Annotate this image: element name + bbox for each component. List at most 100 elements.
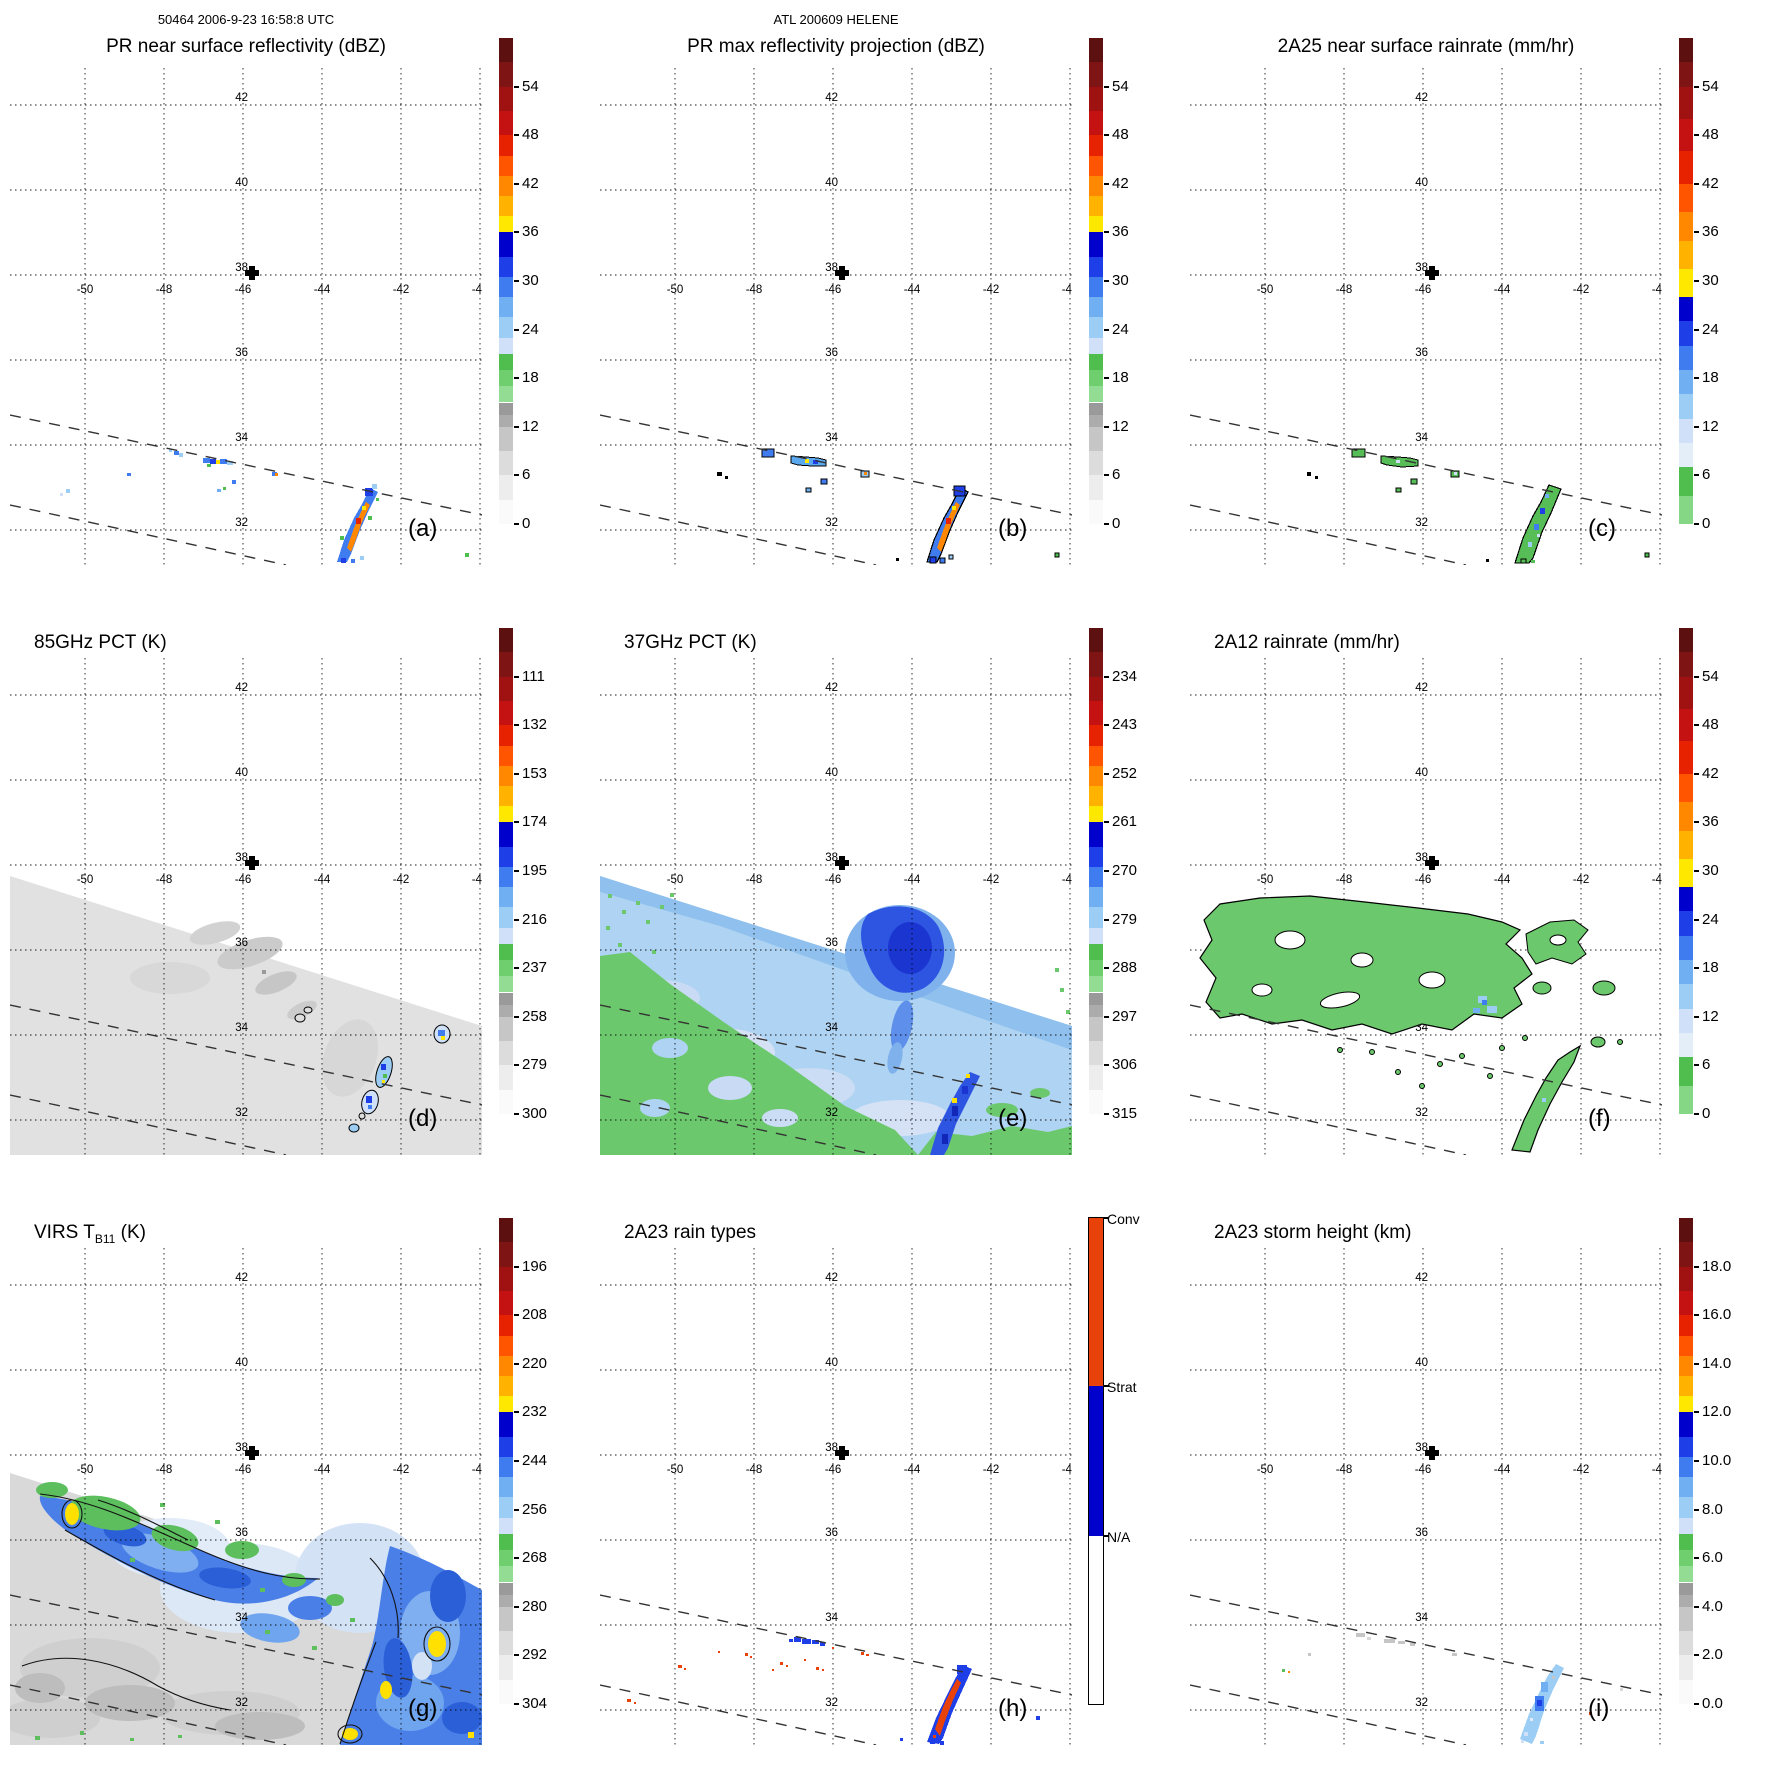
colorbar-segment xyxy=(499,402,513,415)
colorbar-segment xyxy=(1089,426,1103,452)
colorbar-tick-labels: 54 48 42 36 30 24 18 12 6 0 xyxy=(514,38,590,532)
colorbar-tick xyxy=(514,85,519,88)
panel-e-map: -50 -48 -46 -44 -42 -40 42 40 38 36 34 32 (e) xyxy=(600,658,1072,1155)
colorbar-segment xyxy=(499,386,513,403)
pr-swath-edge-line xyxy=(10,1594,482,1696)
colorbar-segment xyxy=(1679,1679,1693,1704)
colorbar-segment xyxy=(1679,1477,1693,1498)
colorbar-tick xyxy=(514,280,519,282)
lon-label: -50 xyxy=(667,1464,684,1476)
lat-label: 42 xyxy=(235,682,248,694)
lat-label: 36 xyxy=(825,937,838,949)
lon-label: -42 xyxy=(983,874,1000,886)
colorbar-tick xyxy=(1104,967,1109,970)
colorbar-segment xyxy=(1089,1041,1103,1066)
lon-label: -42 xyxy=(1573,284,1590,296)
colorbar-tick xyxy=(514,724,519,727)
colorbar-segment xyxy=(1679,297,1693,322)
lat-label: 36 xyxy=(825,1527,838,1539)
lon-label: -40 xyxy=(472,874,482,886)
colorbar-tick-label: 153 xyxy=(522,764,548,782)
colorbar-segment xyxy=(1679,959,1693,985)
colorbar-tick-label: 0 xyxy=(1112,515,1121,532)
colorbar-tick xyxy=(514,1460,519,1462)
colorbar-tick-label: 6 xyxy=(1702,1056,1711,1074)
colorbar-tick-label: 48 xyxy=(1702,126,1719,144)
colorbar-segment xyxy=(1089,887,1103,908)
lon-label: -48 xyxy=(156,874,173,886)
colorbar-tick-label: 54 xyxy=(522,77,539,95)
colorbar-tick-label: 30 xyxy=(522,272,539,289)
colorbar-segment xyxy=(499,992,513,1005)
lat-label: 36 xyxy=(235,347,248,359)
lat-label: 40 xyxy=(825,177,838,189)
lat-label: 34 xyxy=(825,432,838,444)
colorbar-segment xyxy=(1679,1594,1693,1607)
lon-label: -48 xyxy=(746,1464,763,1476)
colorbar-segment xyxy=(1679,676,1693,710)
colorbar-segment xyxy=(1089,232,1103,257)
colorbar-segment xyxy=(499,1396,513,1413)
colorbar-tick-label: 54 xyxy=(1112,77,1129,95)
lat-label: 34 xyxy=(1415,432,1428,444)
lat-label: 38 xyxy=(235,1442,248,1454)
colorbar-segment xyxy=(1679,62,1693,87)
colorbar-segment xyxy=(499,1089,513,1114)
colorbar-segment xyxy=(1679,268,1693,298)
colorbar-tb11 xyxy=(499,1218,513,1704)
colorbar-tick xyxy=(514,1654,519,1657)
colorbar-segment xyxy=(1679,1057,1693,1086)
colorbar-segment xyxy=(499,927,513,944)
colorbar-tick-label: 16.0 xyxy=(1702,1306,1732,1324)
colorbar-tick xyxy=(514,1411,519,1414)
colorbar-segment xyxy=(1089,806,1103,823)
colorbar-segment xyxy=(499,628,513,653)
colorbar-segment xyxy=(499,1497,513,1518)
colorbar-tick-label: 12 xyxy=(522,417,539,435)
panel-letter: (d) xyxy=(408,1105,437,1132)
lat-label: 40 xyxy=(235,767,248,779)
colorbar-segment xyxy=(1679,1582,1693,1595)
panel-i: 2A23 storm height (km) -50 -48 -46 -44 -42 -4… xyxy=(1180,1180,1770,1770)
colorbar-tick-label: 232 xyxy=(522,1403,548,1421)
lat-label: 34 xyxy=(235,1612,248,1624)
lat-label: 32 xyxy=(1415,517,1428,529)
colorbar-tick xyxy=(514,918,519,921)
colorbar-segment xyxy=(499,1242,513,1267)
colorbar-rainrate xyxy=(1679,38,1693,524)
colorbar-segment xyxy=(1679,442,1693,468)
colorbar-segment xyxy=(1089,135,1103,156)
data-layer xyxy=(60,449,469,563)
pr-swath-edge-line xyxy=(1190,414,1662,516)
colorbar-tick-label: 12 xyxy=(1702,417,1719,435)
colorbar-segment xyxy=(1679,86,1693,120)
panel-c-map: -50 -48 -46 -44 -42 -40 42 40 38 36 34 32 (c) xyxy=(1190,68,1662,565)
colorbar-segment xyxy=(499,232,513,257)
lon-label: -46 xyxy=(235,874,252,886)
colorbar-reflectivity xyxy=(1089,38,1103,524)
colorbar-tick-label: 48 xyxy=(1112,126,1129,144)
colorbar-segment xyxy=(499,62,513,87)
lat-label: 32 xyxy=(235,1107,248,1119)
lon-label: -48 xyxy=(1336,1464,1353,1476)
colorbar-segment xyxy=(1089,943,1103,960)
storm-center-marker xyxy=(249,266,255,280)
colorbar-segment xyxy=(1089,317,1103,338)
colorbar-tick xyxy=(514,967,519,970)
colorbar-segment xyxy=(1089,1004,1103,1017)
colorbar-segment xyxy=(499,676,513,701)
colorbar-segment xyxy=(499,1606,513,1632)
lon-label: -50 xyxy=(667,874,684,886)
colorbar-segment xyxy=(1679,652,1693,677)
colorbar-tick xyxy=(514,1113,519,1115)
colorbar-tick-label: 12.0 xyxy=(1702,1403,1732,1421)
lon-label: -42 xyxy=(1573,874,1590,886)
colorbar-tick-label: 6 xyxy=(522,466,531,484)
pr-swath-edge-line xyxy=(1190,1594,1662,1696)
colorbar-segment xyxy=(499,1533,513,1550)
colorbar-tick-label: 256 xyxy=(522,1500,548,1518)
colorbar-tick xyxy=(514,377,519,380)
colorbar-segment xyxy=(499,846,513,868)
lon-label: -42 xyxy=(983,284,1000,296)
colorbar-tick xyxy=(1104,134,1109,137)
